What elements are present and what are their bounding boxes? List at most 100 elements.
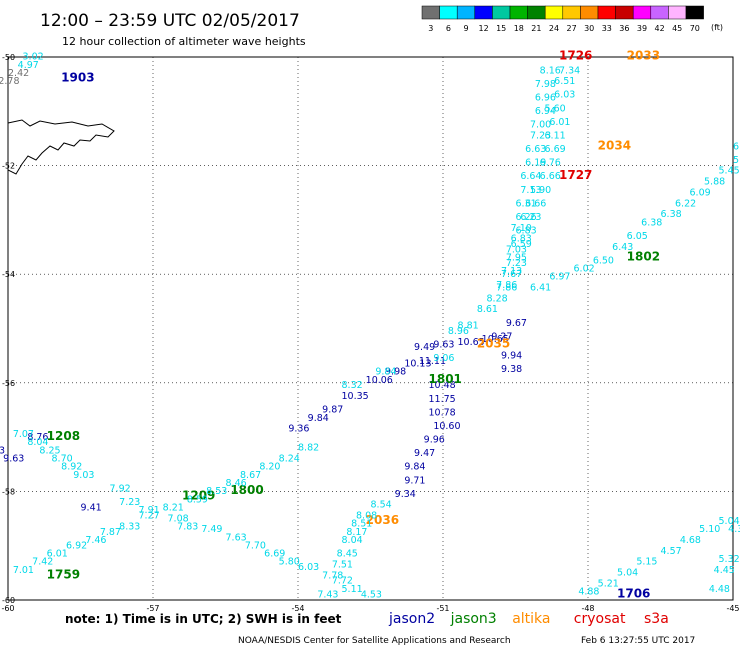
color-scale-swatch bbox=[580, 5, 599, 20]
pass-time-label: 2034 bbox=[598, 138, 631, 152]
pass-time-label: 1903 bbox=[61, 70, 94, 84]
wave-height-value: 8.25 bbox=[39, 445, 60, 456]
wave-height-value: 7.91 bbox=[139, 505, 160, 516]
color-scale-label: 24 bbox=[549, 24, 559, 33]
wave-height-value: 8.54 bbox=[371, 500, 392, 511]
wave-height-value: 8.33 bbox=[119, 521, 140, 532]
legend-entry: cryosat bbox=[574, 611, 626, 627]
wave-height-value: 9.98 bbox=[385, 367, 406, 378]
wave-height-value: 6.94 bbox=[535, 106, 556, 117]
wave-height-value: 6.01 bbox=[47, 549, 68, 560]
color-scale-label: 21 bbox=[531, 24, 541, 33]
wave-height-value: 7.63 bbox=[226, 532, 247, 543]
wave-height-value: 7.92 bbox=[110, 483, 131, 494]
wave-height-value: 7.87 bbox=[100, 527, 121, 538]
wave-height-value: 7.01 bbox=[13, 565, 34, 576]
note-text: note: 1) Time is in UTC; 2) SWH is in fe… bbox=[65, 612, 342, 626]
wave-height-value: 7.46 bbox=[85, 535, 106, 546]
y-tick-label: -54 bbox=[2, 270, 15, 279]
color-scale-swatch bbox=[668, 5, 687, 20]
color-scale-label: 33 bbox=[602, 24, 612, 33]
wave-height-value: 7.43 bbox=[317, 589, 338, 600]
wave-height-value: 6.63 bbox=[525, 144, 546, 155]
color-scale-label: 30 bbox=[584, 24, 594, 33]
wave-height-value: 6.51 bbox=[554, 76, 575, 87]
color-scale-label: 39 bbox=[637, 24, 647, 33]
wave-height-value: 9.27 bbox=[491, 331, 512, 342]
wave-height-value: 8.81 bbox=[458, 321, 479, 332]
y-tick-label: -50 bbox=[2, 53, 15, 62]
color-scale-label: 36 bbox=[619, 24, 629, 33]
wave-height-value: 6.01 bbox=[549, 117, 570, 128]
wave-height-value: 5.15 bbox=[636, 557, 657, 568]
wave-height-value: 6.38 bbox=[641, 217, 662, 228]
wave-height-value: 8.53 bbox=[206, 486, 227, 497]
wave-height-value: 9.96 bbox=[424, 435, 445, 446]
wave-height-value: 7.13 bbox=[520, 185, 541, 196]
x-tick-label: -54 bbox=[291, 604, 304, 613]
color-scale-label: 27 bbox=[567, 24, 577, 33]
wave-height-value: 10.78 bbox=[429, 407, 456, 418]
color-scale-label: 9 bbox=[463, 24, 468, 33]
wave-height-value: 6.83 bbox=[511, 234, 532, 245]
pass-time-label: 2033 bbox=[627, 49, 660, 63]
color-scale-swatch bbox=[562, 5, 581, 20]
wave-height-value: 6.08 bbox=[733, 141, 740, 152]
wave-height-value: 4.45 bbox=[714, 565, 735, 576]
wave-height-value: 11.11 bbox=[419, 356, 446, 367]
wave-height-value: 7.86 bbox=[496, 282, 517, 293]
wave-height-value: 6.11 bbox=[545, 130, 566, 141]
wave-height-value: 10.06 bbox=[366, 375, 393, 386]
wave-height-value: 9.84 bbox=[375, 367, 396, 378]
wave-height-value: 7.67 bbox=[501, 269, 522, 280]
wave-height-value: 8.51 bbox=[351, 519, 372, 530]
wave-height-value: 9.84 bbox=[404, 462, 425, 473]
wave-height-value: 10.48 bbox=[429, 380, 456, 391]
plot-area: -60 -57 -54 -51 -48 -45 -50 -52 -54 -56 -58 -60 9.03… bbox=[0, 49, 740, 613]
wave-height-value: 6.76 bbox=[540, 158, 561, 169]
wave-height-value: 4.53 bbox=[361, 589, 382, 600]
color-scale-label: 70 bbox=[690, 24, 700, 33]
wave-height-value: 10.65 bbox=[458, 337, 485, 348]
wave-height-value: 9.63 bbox=[433, 340, 454, 351]
color-scale-swatch bbox=[509, 5, 528, 20]
wave-height-value: 4.34 bbox=[728, 524, 740, 535]
wave-height-value: 10.60 bbox=[433, 421, 460, 432]
wave-height-value: 8.76 bbox=[27, 432, 48, 443]
wave-height-value: 8.82 bbox=[298, 443, 319, 454]
wave-height-value: 8.32 bbox=[342, 380, 363, 391]
wave-height-value: 6.96 bbox=[535, 92, 556, 103]
wave-height-value: 10.65 bbox=[482, 334, 509, 345]
wave-height-value: 10.35 bbox=[342, 391, 369, 402]
wave-height-value: 6.69 bbox=[264, 549, 285, 560]
wave-height-value: 9.49 bbox=[414, 342, 435, 353]
color-scale-swatch bbox=[456, 5, 476, 20]
color-scale-label: 18 bbox=[514, 24, 524, 33]
wave-height-value: 3.02 bbox=[23, 52, 44, 63]
chart-title: 12:00 – 23:59 UTC 02/05/2017 bbox=[40, 11, 300, 31]
wave-height-value: 8.28 bbox=[487, 293, 508, 304]
units-label: (ft) bbox=[711, 23, 723, 32]
wave-height-value: 7.00 bbox=[530, 120, 551, 131]
wave-height-value: 7.86 bbox=[496, 280, 517, 291]
wave-height-value: 9.03 bbox=[73, 470, 94, 481]
wave-height-value: 6.03 bbox=[554, 90, 575, 101]
legend-entry: altika bbox=[512, 611, 550, 627]
wave-height-value: 7.42 bbox=[32, 557, 53, 568]
wave-height-value: 6.66 bbox=[525, 198, 546, 209]
pass-time-label: 2035 bbox=[477, 337, 510, 351]
x-tick-label: -48 bbox=[581, 604, 594, 613]
wave-height-value: 7.13 bbox=[501, 266, 522, 277]
series-legend: jason2 jason3 altika cryosat s3a bbox=[388, 611, 669, 627]
pass-time-label: 1800 bbox=[230, 483, 263, 497]
x-tick-label: -51 bbox=[436, 604, 449, 613]
wave-height-value: 7.34 bbox=[559, 65, 580, 76]
wave-height-value: 9.87 bbox=[322, 405, 343, 416]
plot-frame bbox=[7, 56, 734, 601]
color-scale-swatch bbox=[421, 5, 440, 20]
wave-height-value: 9.94 bbox=[501, 350, 522, 361]
color-scale-label: 6 bbox=[446, 24, 451, 33]
wave-height-value: 6.05 bbox=[627, 231, 648, 242]
pass-time-label: 1802 bbox=[627, 250, 660, 264]
